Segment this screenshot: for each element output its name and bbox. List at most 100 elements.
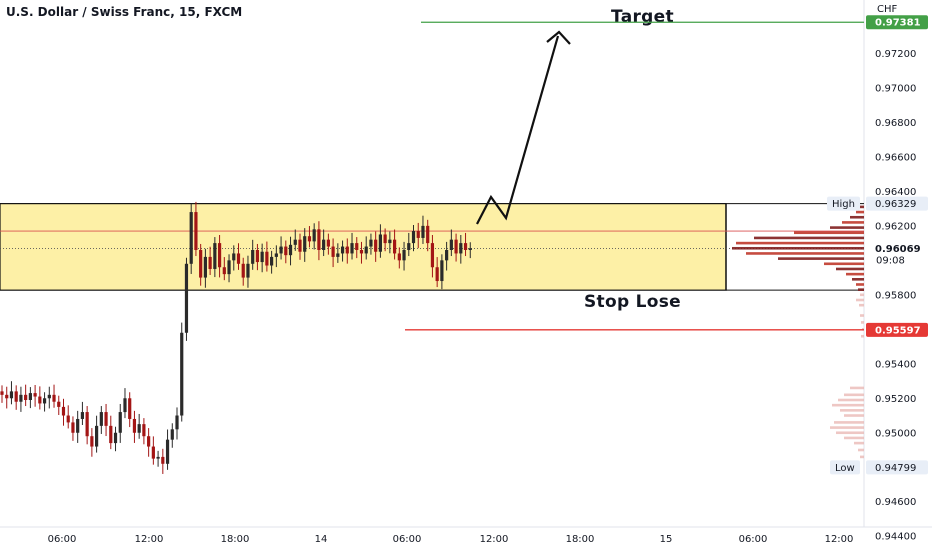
candle[interactable] <box>279 246 283 254</box>
candle[interactable] <box>99 412 103 426</box>
candle[interactable] <box>331 246 335 257</box>
candle[interactable] <box>359 250 364 254</box>
candle[interactable] <box>416 231 420 238</box>
candle[interactable] <box>80 412 85 419</box>
candle[interactable] <box>284 246 288 256</box>
candle[interactable] <box>66 415 70 423</box>
candle[interactable] <box>463 243 468 250</box>
candle[interactable] <box>251 250 255 264</box>
candle[interactable] <box>199 250 203 278</box>
candle[interactable] <box>203 256 207 278</box>
candle[interactable] <box>180 332 184 416</box>
candle[interactable] <box>14 391 18 402</box>
candle[interactable] <box>265 251 269 266</box>
candle[interactable] <box>260 251 264 263</box>
candle[interactable] <box>52 394 56 402</box>
candle[interactable] <box>255 250 260 263</box>
candle[interactable] <box>435 267 439 282</box>
consolidation-zone[interactable] <box>0 203 727 291</box>
projection-path[interactable] <box>476 35 560 225</box>
candle[interactable] <box>227 260 231 275</box>
candle[interactable] <box>454 239 458 254</box>
candle[interactable] <box>90 436 94 447</box>
candle[interactable] <box>293 239 297 245</box>
candle[interactable] <box>449 239 453 250</box>
candle[interactable] <box>274 253 278 257</box>
candle[interactable] <box>392 239 397 254</box>
candle[interactable] <box>322 239 326 250</box>
candle[interactable] <box>47 394 51 399</box>
candle[interactable] <box>246 263 250 278</box>
candle[interactable] <box>336 253 340 257</box>
candle[interactable] <box>402 250 406 261</box>
candle[interactable] <box>445 250 449 261</box>
candle[interactable] <box>369 239 373 247</box>
candle[interactable] <box>430 243 435 268</box>
candle[interactable] <box>128 398 132 419</box>
candle[interactable] <box>132 418 137 433</box>
candle[interactable] <box>421 225 425 238</box>
candle[interactable] <box>38 396 42 404</box>
candle[interactable] <box>340 246 345 254</box>
candle[interactable] <box>189 212 193 264</box>
candle[interactable] <box>24 394 28 400</box>
candle[interactable] <box>165 439 170 464</box>
candle[interactable] <box>137 424 141 433</box>
candle[interactable] <box>113 432 118 444</box>
candle[interactable] <box>71 422 75 433</box>
candle[interactable] <box>57 401 61 407</box>
candle[interactable] <box>407 243 411 250</box>
candle[interactable] <box>208 256 212 269</box>
candle[interactable] <box>364 246 368 254</box>
candle[interactable] <box>303 236 307 252</box>
candle[interactable] <box>28 393 32 400</box>
candle[interactable] <box>151 446 155 459</box>
candle[interactable] <box>383 234 387 244</box>
candle[interactable] <box>317 229 321 250</box>
candle[interactable] <box>33 393 37 397</box>
candle[interactable] <box>175 415 179 430</box>
candle[interactable] <box>76 418 80 433</box>
candle[interactable] <box>374 239 378 252</box>
candle[interactable] <box>355 243 359 250</box>
candle[interactable] <box>270 256 274 266</box>
candle[interactable] <box>378 234 382 252</box>
candle[interactable] <box>142 424 146 437</box>
candle[interactable] <box>161 456 165 464</box>
candle[interactable] <box>388 239 392 244</box>
candle[interactable] <box>350 243 354 254</box>
candle[interactable] <box>307 236 312 242</box>
candle[interactable] <box>288 244 293 256</box>
candle[interactable] <box>61 406 66 416</box>
candle[interactable] <box>156 456 160 459</box>
candle[interactable] <box>440 260 444 282</box>
candle[interactable] <box>232 253 236 261</box>
candle[interactable] <box>95 425 99 447</box>
candle[interactable] <box>397 253 401 261</box>
candle[interactable] <box>459 243 463 254</box>
candle[interactable] <box>213 243 217 269</box>
candle[interactable] <box>9 391 14 399</box>
candle[interactable] <box>345 246 349 254</box>
candle[interactable] <box>42 398 47 404</box>
candle[interactable] <box>123 398 127 413</box>
candle[interactable] <box>194 212 198 250</box>
candle[interactable] <box>217 243 222 268</box>
candle[interactable] <box>118 412 122 433</box>
candle[interactable] <box>0 391 4 395</box>
candle[interactable] <box>109 425 113 444</box>
candle[interactable] <box>411 231 416 244</box>
candle[interactable] <box>5 394 9 399</box>
candle[interactable] <box>170 429 174 440</box>
candle[interactable] <box>426 225 430 244</box>
candle[interactable] <box>236 253 241 264</box>
candle[interactable] <box>326 239 330 247</box>
candle[interactable] <box>298 239 302 252</box>
candle[interactable] <box>184 263 189 333</box>
candle[interactable] <box>468 248 472 250</box>
candle[interactable] <box>222 267 226 275</box>
candle[interactable] <box>241 263 245 278</box>
candle[interactable] <box>104 412 108 426</box>
candle[interactable] <box>312 229 316 242</box>
